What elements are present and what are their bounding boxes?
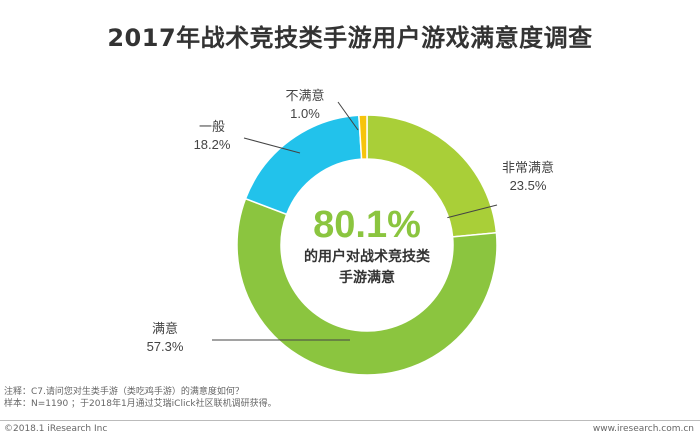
slice-labels: 非常满意 23.5% 满意 57.3% 一般 18.2% 不满意 1.0% — [147, 88, 554, 354]
slice-category-label: 不满意 — [285, 88, 324, 104]
leader-line-1 — [445, 204, 498, 219]
center-text-line2: 手游满意 — [339, 269, 395, 286]
leader-line-4 — [337, 101, 359, 131]
slice-category-label: 满意 — [152, 321, 178, 337]
center-value: 80.1% — [313, 204, 421, 246]
notes: 注释：C7.请问您对生类手游（类吃鸡手游）的满意度如何？ 样本：N=1190 ；… — [4, 386, 277, 410]
slice-value-label: 1.0% — [290, 106, 320, 121]
donut-hole — [282, 160, 452, 330]
slice-value-label: 57.3% — [147, 339, 184, 354]
slice-category-label: 非常满意 — [502, 160, 554, 176]
slice-value-label: 18.2% — [194, 137, 231, 152]
note-question: 注释：C7.请问您对生类手游（类吃鸡手游）的满意度如何？ — [4, 387, 244, 397]
slice-value-label: 23.5% — [510, 178, 547, 193]
donut-slice-4 — [358, 114, 368, 160]
slice-category-label: 一般 — [199, 119, 225, 135]
note-sample: 样本：N=1190 ；于2018年1月通过艾瑞iClick社区联机调研获得。 — [4, 399, 277, 409]
donut-slice-2 — [236, 197, 498, 376]
leader-lines — [212, 101, 498, 341]
chart-title: 2017年战术竞技类手游用户游戏满意度调查 — [107, 24, 593, 52]
center-text-line1: 的用户对战术竞技类 — [304, 248, 431, 265]
footer-url: www.iresearch.com.cn — [592, 424, 694, 434]
footer-divider — [0, 420, 700, 421]
footer-copyright: ©2018.1 iResearch Inc — [4, 424, 108, 434]
donut-slices — [236, 114, 498, 376]
leader-line-3 — [243, 137, 301, 154]
